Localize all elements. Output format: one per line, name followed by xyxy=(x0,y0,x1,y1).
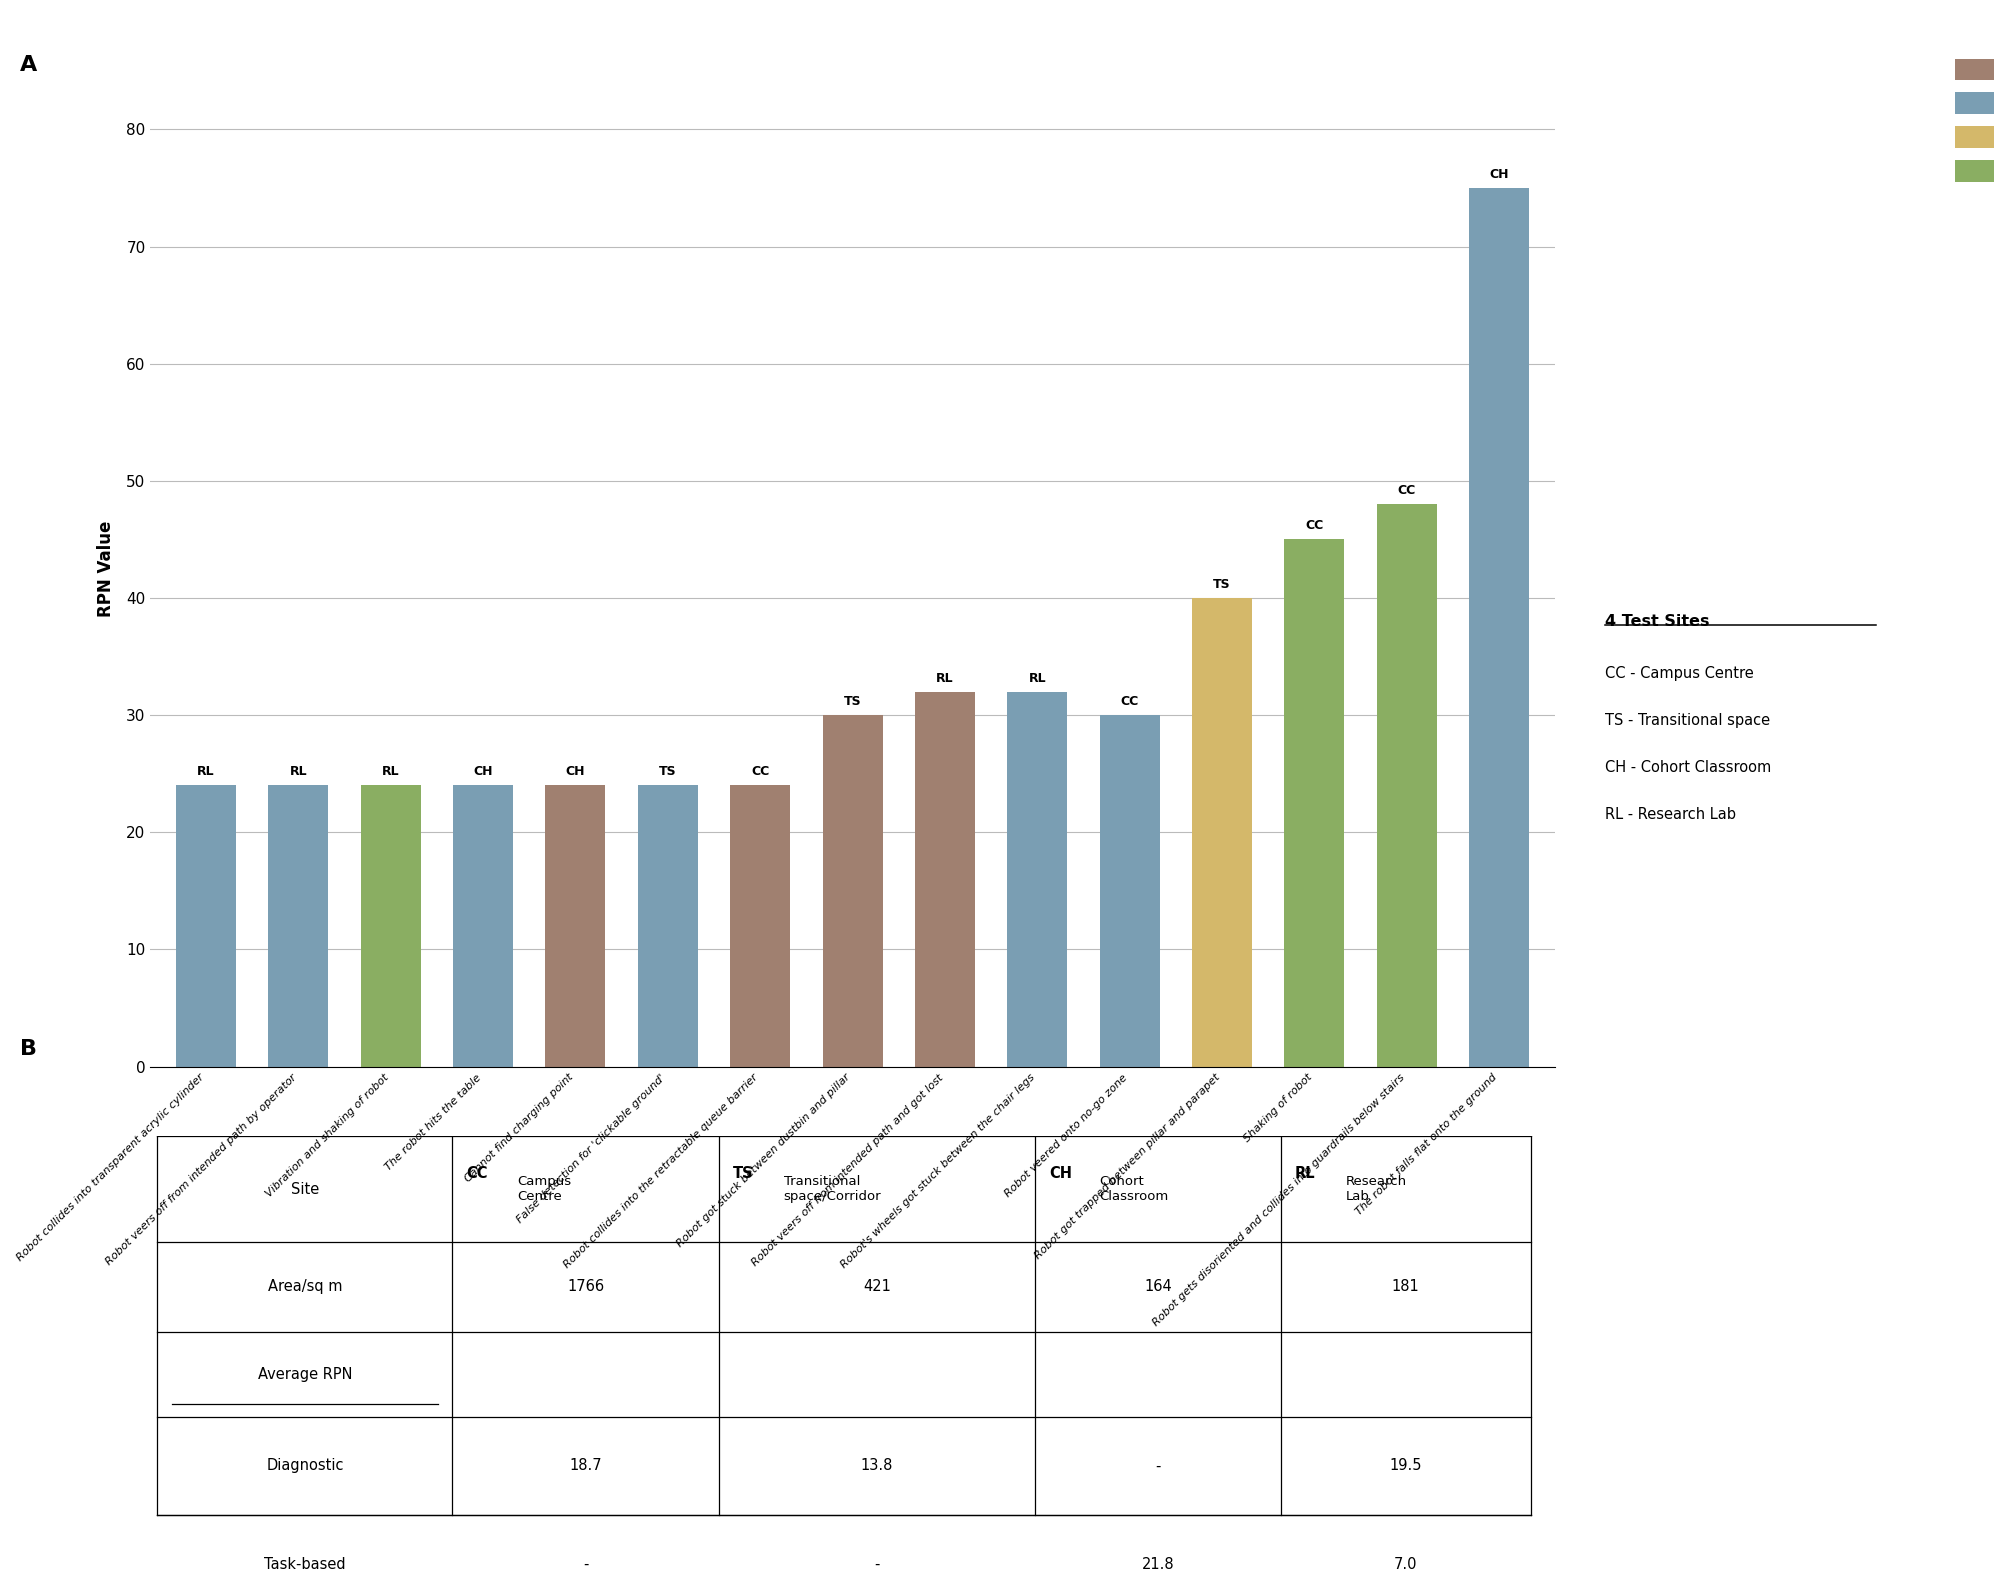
Text: RL: RL xyxy=(196,765,215,779)
Text: CC: CC xyxy=(1121,696,1139,708)
Text: TS: TS xyxy=(734,1166,754,1180)
Text: CH: CH xyxy=(1049,1166,1071,1180)
Text: TS: TS xyxy=(844,696,860,708)
Text: RL: RL xyxy=(1295,1166,1315,1180)
Bar xyxy=(1283,540,1343,1067)
Text: Diagnostic: Diagnostic xyxy=(267,1459,343,1473)
Text: CC: CC xyxy=(1397,485,1416,497)
Text: RL: RL xyxy=(1029,672,1045,685)
Text: TS: TS xyxy=(1213,578,1231,590)
Bar xyxy=(638,785,698,1067)
Bar xyxy=(269,785,329,1067)
Text: Site: Site xyxy=(291,1182,319,1196)
Text: RL: RL xyxy=(381,765,399,779)
Text: Cohort
Classroom: Cohort Classroom xyxy=(1099,1174,1169,1204)
Text: A: A xyxy=(20,55,38,76)
Bar xyxy=(453,785,513,1067)
Text: B: B xyxy=(20,1039,36,1059)
Bar xyxy=(914,691,974,1067)
Bar xyxy=(1375,504,1436,1067)
Bar xyxy=(361,785,421,1067)
Text: RL: RL xyxy=(936,672,952,685)
Bar xyxy=(545,785,606,1067)
Text: CC: CC xyxy=(750,765,768,779)
Text: 1766: 1766 xyxy=(567,1280,604,1294)
Text: 164: 164 xyxy=(1143,1280,1171,1294)
Text: CH: CH xyxy=(473,765,493,779)
Text: 4 Test Sites: 4 Test Sites xyxy=(1604,614,1708,630)
Bar xyxy=(1468,187,1528,1067)
Text: CH - Cohort Classroom: CH - Cohort Classroom xyxy=(1604,760,1770,776)
Bar xyxy=(1007,691,1067,1067)
Text: CH: CH xyxy=(565,765,585,779)
Text: 21.8: 21.8 xyxy=(1141,1557,1173,1572)
Text: 18.7: 18.7 xyxy=(569,1459,602,1473)
Text: RL - Research Lab: RL - Research Lab xyxy=(1604,807,1734,823)
Bar xyxy=(176,785,237,1067)
Text: Area/sq m: Area/sq m xyxy=(267,1280,343,1294)
Text: 13.8: 13.8 xyxy=(860,1459,892,1473)
Text: Campus
Centre: Campus Centre xyxy=(517,1174,571,1204)
Text: Research
Lab: Research Lab xyxy=(1345,1174,1406,1204)
Text: 7.0: 7.0 xyxy=(1393,1557,1418,1572)
Legend: Plan (Furniture layout), Interior (Furniture), Interior (Pathway), Services (Ele: Plan (Furniture layout), Interior (Furni… xyxy=(1955,58,2005,181)
Text: CC: CC xyxy=(1305,519,1323,532)
Text: 181: 181 xyxy=(1391,1280,1420,1294)
Bar xyxy=(730,785,790,1067)
Text: Task-based: Task-based xyxy=(265,1557,345,1572)
Text: Transitional
space/Corridor: Transitional space/Corridor xyxy=(784,1174,880,1204)
Text: 421: 421 xyxy=(862,1280,890,1294)
Text: 19.5: 19.5 xyxy=(1389,1459,1422,1473)
Text: -: - xyxy=(1155,1459,1161,1473)
Text: TS - Transitional space: TS - Transitional space xyxy=(1604,713,1768,729)
Text: TS: TS xyxy=(660,765,676,779)
Text: CH: CH xyxy=(1490,168,1508,181)
Text: CC - Campus Centre: CC - Campus Centre xyxy=(1604,666,1752,682)
Text: -: - xyxy=(583,1557,587,1572)
Y-axis label: RPN Value: RPN Value xyxy=(96,521,114,617)
Bar xyxy=(822,715,882,1067)
Text: RL: RL xyxy=(289,765,307,779)
Text: Average RPN: Average RPN xyxy=(257,1366,353,1382)
Bar xyxy=(1191,598,1251,1067)
Text: CC: CC xyxy=(465,1166,487,1180)
Bar xyxy=(1099,715,1159,1067)
Text: -: - xyxy=(874,1557,880,1572)
